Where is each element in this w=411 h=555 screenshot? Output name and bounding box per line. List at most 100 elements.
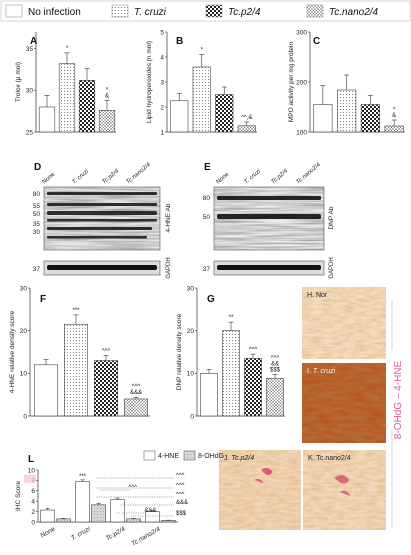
bar	[384, 125, 404, 133]
blot-d-gapdh-band	[47, 265, 157, 270]
y-tick-label: 20	[20, 328, 28, 335]
bar	[200, 373, 218, 417]
bar	[75, 481, 90, 523]
legend-swatch-t-cruzi	[111, 4, 129, 18]
blot-d-marker: 50	[33, 211, 41, 218]
significance-mark: ^^^	[249, 347, 258, 353]
y-tick-label: 3	[160, 79, 164, 86]
blot-e-marker-gapdh: 37	[203, 266, 211, 273]
significance-mark: &&&	[130, 390, 142, 396]
significance-mark: ^^^	[271, 356, 280, 362]
bar	[244, 358, 262, 417]
blot-e-band	[217, 196, 321, 200]
bar	[91, 504, 106, 523]
blot-e-col-3: Tc.nano2/4	[295, 162, 322, 186]
legend-l-swatch-8ohdg	[183, 450, 196, 461]
chart-b: 1 2 3 4 5 Lipid hydroperoxides (n mol) B * ^^,&	[146, 29, 257, 136]
y-tick-label: 5	[160, 29, 164, 36]
ihc-panel-j-texture	[219, 450, 301, 530]
y-axis-label: 4-HNE relative density score	[9, 310, 16, 393]
blot-d-col-0: None	[41, 171, 56, 185]
x-tick-label: T. cruzi	[70, 525, 92, 542]
significance-mark: &&	[271, 362, 279, 368]
y-axis-label: DNP relative density score	[176, 313, 183, 390]
bar	[237, 125, 256, 133]
blot-d-col-1: T. cruzi	[71, 168, 90, 185]
panel-label-e: E	[204, 162, 211, 173]
significance-mark: $$$	[270, 368, 281, 374]
blot-d-antibody: 4-HNE Ab	[165, 203, 172, 232]
x-tick-label: Tc.nano2/4	[130, 525, 161, 547]
ihc-label-k: K. Tc.nano2/4	[308, 455, 351, 462]
y-tick-label: 10	[187, 371, 195, 378]
blot-e-marker: 50	[203, 214, 211, 221]
blot-d-gapdh-label: GAPDH	[166, 257, 172, 278]
blot-e-marker: 80	[203, 195, 211, 202]
legend-label-no-infection: No infection	[28, 7, 81, 18]
ihc-panel-h-texture	[302, 287, 386, 359]
ihc-label-j: J. Tc.p2/4	[224, 455, 254, 462]
bar	[40, 509, 55, 523]
ihc-panel-k-stain	[334, 475, 351, 497]
panel-label-b: B	[176, 36, 183, 47]
bar	[360, 104, 380, 133]
y-axis-label: Trolox (μ mol)	[15, 62, 22, 102]
ihc-axis-4hne: 4-HNE	[393, 360, 404, 390]
y-tick-label: 4	[31, 499, 35, 506]
y-highlight	[24, 474, 36, 483]
y-tick-label: 1	[160, 129, 164, 136]
significance-mark: ^^^	[129, 485, 138, 491]
legend-swatch-tc-p24	[205, 4, 223, 18]
y-tick-label: 100	[296, 129, 307, 136]
legend-label-tc-nano24: Tc.nano2/4	[329, 7, 379, 18]
blot-e-gapdh-band	[217, 265, 321, 270]
significance-mark: *	[201, 48, 204, 54]
ihc-label-h: H. Nor	[307, 292, 328, 299]
blot-d-marker: 30	[33, 229, 41, 236]
chart-g: 0 10 20 30 DNP relative density score G ** ^^^ ^…	[176, 285, 285, 420]
blot-e-bands	[217, 196, 321, 219]
panel-label-c: C	[313, 36, 320, 47]
y-tick-label: 200	[296, 79, 307, 86]
x-tick-label: None	[40, 525, 57, 539]
ihc-panel-k-texture	[303, 450, 386, 530]
blot-d-marker: 55	[33, 203, 41, 210]
y-tick-label: 6	[31, 488, 35, 495]
ihc-label-i-prefix: I.	[307, 368, 313, 375]
y-tick-label: 4	[160, 54, 164, 61]
blot-d-marker: 80	[33, 191, 41, 198]
bar	[58, 63, 76, 133]
blot-d-marker: 35	[33, 221, 41, 228]
x-tick-label: Tc.p2/4	[105, 525, 127, 542]
y-tick-label: 10	[20, 371, 28, 378]
y-tick-label: 0	[31, 519, 35, 526]
legend-l-label-8ohdg: 8-OHdG	[198, 453, 224, 460]
bar	[192, 66, 211, 133]
blot-d-band	[47, 203, 157, 206]
significance-mark: ^^^	[176, 492, 185, 498]
blot-d-band	[47, 219, 157, 222]
significance-mark: ^	[393, 107, 396, 113]
bar	[337, 89, 357, 133]
bar	[266, 378, 284, 417]
ihc-label-i-italic: T. cruzi	[313, 368, 336, 375]
panel-label-f: F	[40, 294, 46, 305]
y-tick-label: 25	[26, 129, 34, 136]
ihc-panel-i-texture	[302, 363, 386, 443]
blot-panel-d: D None T. cruzi Tc.p2/4 Tc.nano2/4 80 55…	[33, 162, 172, 279]
y-axis-label: Lipid hydroperoxides (n mol)	[146, 41, 153, 123]
ihc-label-j-italic: Tc.p2/4	[231, 455, 254, 462]
y-tick-label: 2	[160, 104, 164, 111]
significance-mark: ^^^	[102, 348, 111, 354]
bar	[222, 330, 240, 417]
panel-label-a: A	[30, 36, 37, 47]
blot-e-antibody: DNP Ab	[328, 206, 335, 229]
blot-d-marker-gapdh: 37	[33, 266, 41, 273]
y-tick-label: 0	[23, 413, 27, 420]
blot-e-col-1: T. cruzi	[243, 168, 262, 185]
legend-l-swatch-4hne	[143, 450, 156, 461]
bar	[124, 398, 149, 417]
ihc-panel-j-stain	[254, 468, 273, 484]
significance-mark: &	[105, 93, 109, 99]
